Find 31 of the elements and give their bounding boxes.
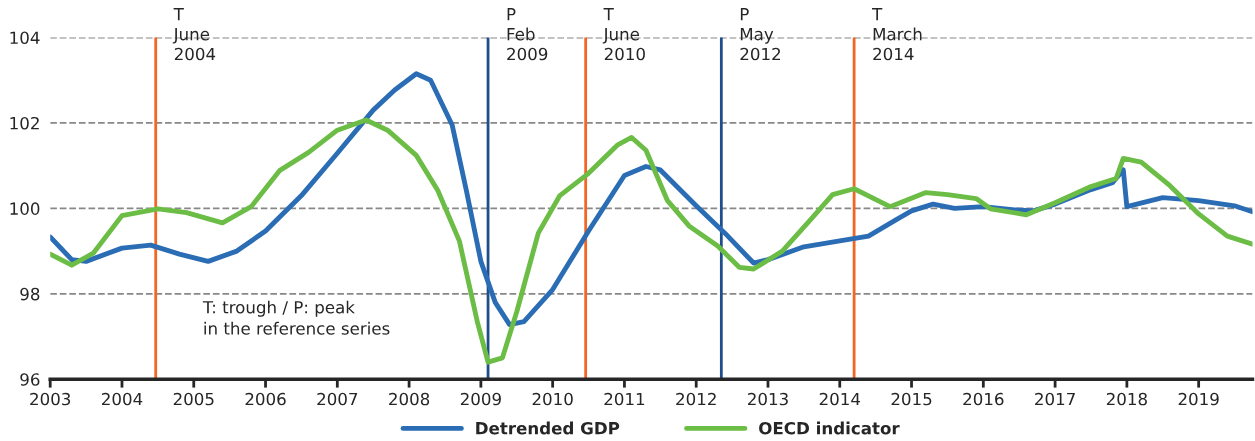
x-tick-label: 2004: [101, 392, 143, 406]
x-tick-label: 2014: [819, 392, 861, 406]
x-tick-label: 2006: [245, 392, 286, 406]
x-tick-label: 2016: [963, 392, 1004, 406]
x-tick-label: 2012: [676, 392, 716, 406]
x-tick-label: 2019: [1178, 392, 1219, 406]
x-tick-label: 2009: [460, 392, 501, 406]
y-tick-label: 98: [20, 287, 40, 301]
x-tick-label: 2015: [891, 392, 932, 406]
x-tick-label: 2010: [532, 392, 573, 406]
y-tick-label: 96: [20, 373, 40, 386]
x-tick-label: 2013: [748, 392, 788, 406]
ref-line-label: T March 2014: [872, 8, 922, 61]
x-tick-label: 2018: [1106, 392, 1147, 406]
line-series: [50, 117, 1253, 365]
legend-label: OECD indicator: [759, 421, 900, 435]
y-tick-label: 102: [10, 116, 39, 130]
y-tick-label: 100: [10, 202, 40, 215]
legend-label: Detrended GDP: [476, 421, 620, 435]
x-tick-label: 2007: [317, 392, 358, 406]
y-tick-label: 104: [10, 31, 40, 45]
x-tick-label: 2017: [1035, 392, 1075, 406]
x-tick-label: 2011: [604, 392, 645, 406]
x-tick-label: 2008: [389, 392, 430, 406]
ref-line-label: P May 2012: [740, 8, 781, 61]
ref-line-label: T June 2004: [172, 8, 216, 61]
ref-line-label: T June 2010: [602, 8, 645, 61]
annotation: T: trough / P: peak in the reference series: [202, 300, 390, 335]
x-tick-label: 2003: [30, 392, 71, 406]
ref-line-label: P Feb 2009: [507, 8, 548, 61]
x-tick-label: 2005: [173, 392, 214, 406]
